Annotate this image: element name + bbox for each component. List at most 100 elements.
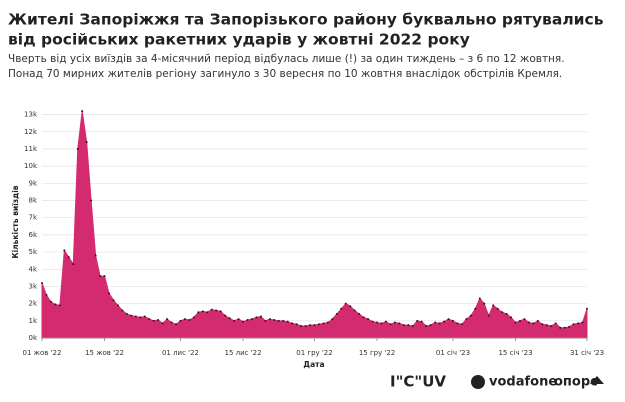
point [188,318,191,321]
point [371,320,374,323]
point [170,321,173,324]
point [161,322,164,325]
point [460,323,463,326]
point [76,147,79,150]
y-tick-label: 11k [24,145,38,153]
point [335,312,338,315]
chart-title: від російських ракетних ударів у жовтні … [8,31,470,49]
y-tick-label: 4k [28,265,37,273]
point [331,318,334,321]
point [393,321,396,324]
point [496,307,499,310]
point [313,324,316,327]
point [469,314,472,317]
point [67,256,70,259]
x-tick-label: 01 січ '23 [436,349,470,357]
point [416,319,419,322]
point [286,320,289,323]
point [456,322,459,325]
point [317,323,320,326]
point [282,319,285,322]
x-tick-label: 01 жов '22 [23,349,62,357]
point [63,249,66,252]
point [259,315,262,318]
point [103,275,106,278]
point [72,263,75,266]
x-tick-label: 15 лис '22 [224,349,261,357]
point [384,320,387,323]
point [465,318,468,321]
point [353,309,356,312]
logo-icon [590,376,604,384]
point [389,323,392,326]
point [349,305,352,308]
point [201,310,204,313]
logo: I"C"UV [390,373,446,391]
point [407,324,410,327]
point [45,294,48,297]
point [148,318,151,321]
point [309,324,312,327]
point [483,302,486,305]
point [425,324,428,327]
point [250,318,253,321]
point [434,321,437,324]
point [429,324,432,327]
point [157,318,160,321]
x-tick-label: 15 січ '23 [498,349,532,357]
point [559,326,562,329]
point [340,307,343,310]
point [358,312,361,315]
point [228,317,231,320]
point [295,323,298,326]
point [443,320,446,323]
point [523,318,526,321]
point [541,323,544,326]
point [54,303,57,306]
logo: опорс [554,375,598,390]
x-tick-label: 15 гру '22 [359,349,395,357]
point [90,199,93,202]
point [362,316,365,319]
point [518,319,521,322]
point [166,318,169,321]
point [179,319,182,322]
point [398,322,401,325]
x-tick-label: 31 січ '23 [570,349,604,357]
point [143,315,146,318]
point [130,314,133,317]
y-tick-label: 12k [24,128,38,136]
point [192,316,195,319]
point [125,312,128,315]
point [514,321,517,324]
point [134,315,137,318]
point [81,110,84,113]
y-tick-label: 2k [28,300,37,308]
y-tick-label: 5k [28,248,37,256]
point [380,322,383,325]
point [277,319,280,322]
point [376,321,379,324]
point [536,319,539,322]
point [210,308,213,311]
point [121,309,124,312]
x-tick-label: 01 гру '22 [296,349,332,357]
point [242,320,245,323]
point [487,314,490,317]
y-axis-label: Кількість виїздів [11,185,20,258]
point [152,319,155,322]
point [268,318,271,321]
point [402,324,405,327]
point [219,310,222,313]
point [577,322,580,325]
x-tick-label: 15 жов '22 [85,349,124,357]
y-tick-label: 3k [28,282,37,290]
x-axis-label: Дата [303,360,324,369]
y-tick-label: 7k [28,214,37,222]
point [108,292,111,295]
point [291,322,294,325]
point [451,319,454,322]
point [492,304,495,307]
point [224,314,227,317]
